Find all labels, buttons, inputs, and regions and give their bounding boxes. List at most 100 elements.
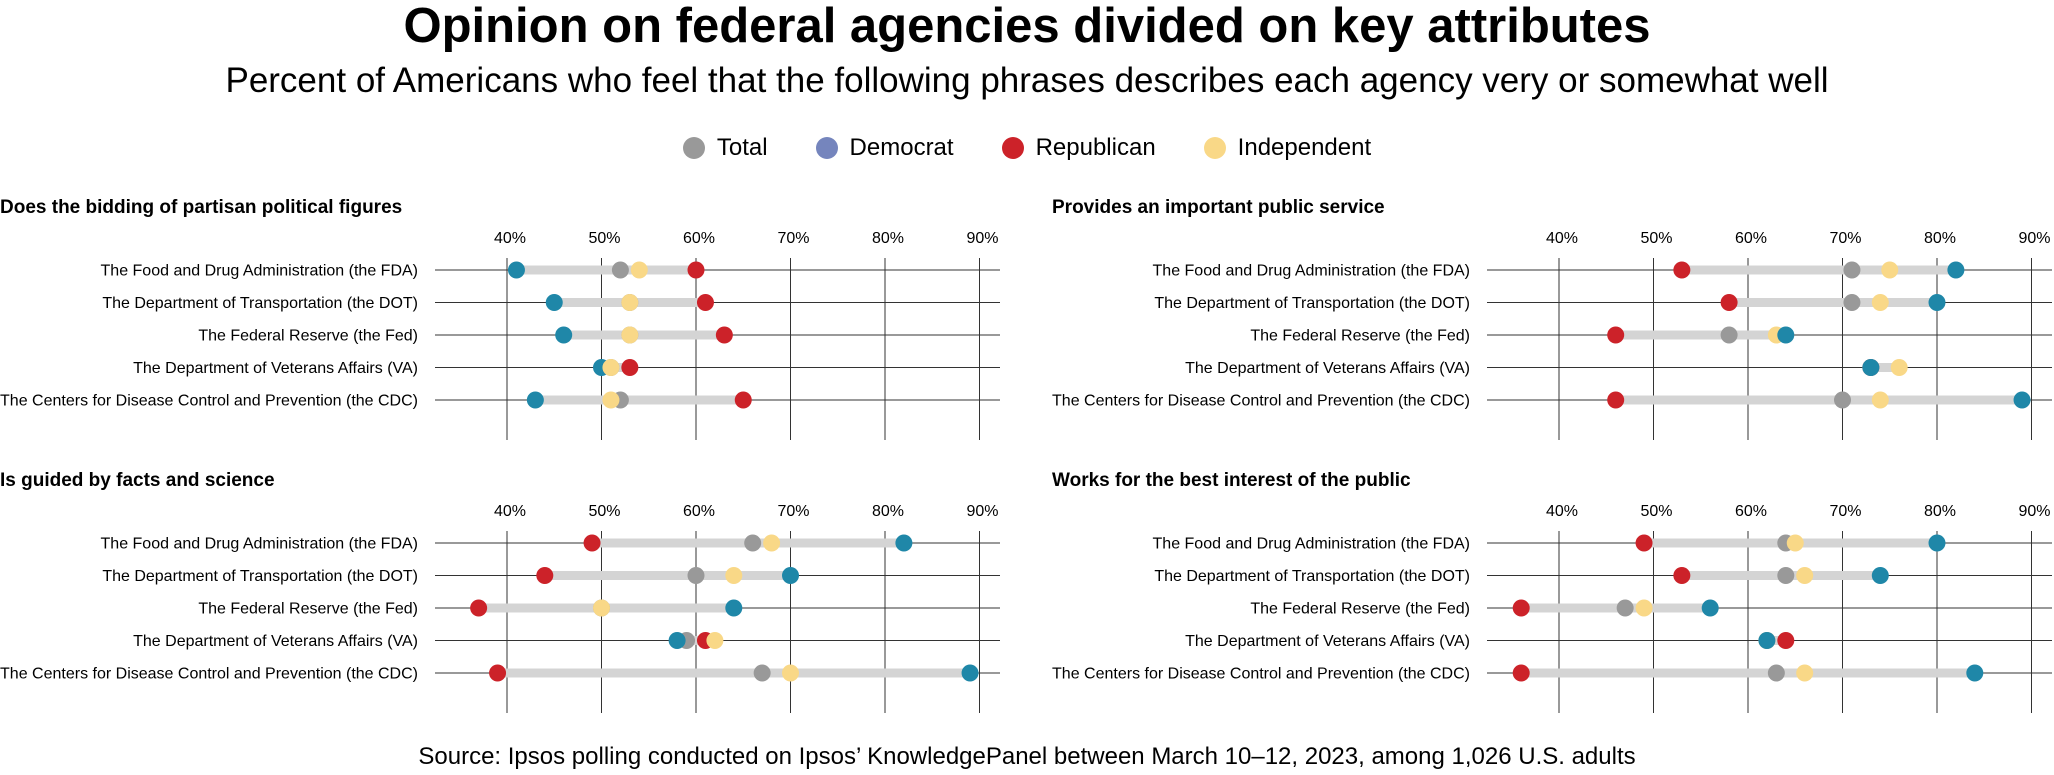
dot-independent xyxy=(621,326,639,344)
row-label: The Department of Veterans Affairs (VA) xyxy=(1185,633,1470,650)
tick-label: 60% xyxy=(1735,503,1767,520)
dot-democrat xyxy=(668,632,686,649)
dot-independent xyxy=(1796,664,1814,682)
dot-total xyxy=(687,567,705,584)
tick-label: 70% xyxy=(777,503,809,520)
row-label: The Food and Drug Administration (the FD… xyxy=(101,263,418,280)
row-label: The Federal Reserve (the Fed) xyxy=(1250,328,1470,345)
row-label: The Federal Reserve (the Fed) xyxy=(198,601,418,618)
legend-item-total: Total xyxy=(682,132,768,164)
dot-independent xyxy=(1796,567,1814,584)
panel-title: Provides an important public service xyxy=(1052,197,1385,218)
dot-independent xyxy=(1786,534,1804,552)
legend-swatch-independent xyxy=(1203,137,1226,159)
dot-democrat xyxy=(526,391,544,409)
dot-republican xyxy=(1635,534,1653,552)
dot-republican xyxy=(1673,567,1691,584)
tick-label: 70% xyxy=(1829,230,1861,247)
tick-label: 90% xyxy=(2018,230,2050,247)
tick-label: 40% xyxy=(494,503,526,520)
dot-total xyxy=(753,664,771,682)
source-note: Source: Ipsos polling conducted on Ipsos… xyxy=(418,743,1636,770)
chart-subtitle: Percent of Americans who feel that the f… xyxy=(225,61,1829,100)
panel-2: Provides an important public service 40% 5… xyxy=(1052,197,2052,440)
row-label: The Food and Drug Administration (the FD… xyxy=(101,536,418,553)
dot-total xyxy=(1843,261,1861,279)
dot-democrat xyxy=(1758,632,1776,649)
dot-independent xyxy=(1635,599,1653,617)
dot-democrat xyxy=(1966,664,1984,682)
dot-democrat xyxy=(555,326,573,344)
dot-republican xyxy=(621,359,639,376)
dot-independent xyxy=(782,664,799,682)
tick-label: 70% xyxy=(777,230,809,247)
dot-total xyxy=(1720,326,1738,344)
tick-label: 40% xyxy=(494,230,526,247)
tick-label: 40% xyxy=(1546,503,1578,520)
row-label: The Centers for Disease Control and Prev… xyxy=(0,666,418,683)
dot-republican xyxy=(1777,632,1795,649)
dot-republican xyxy=(696,294,714,311)
dot-independent xyxy=(706,632,724,649)
legend-item-republican: Republican xyxy=(1001,132,1156,164)
dot-total xyxy=(1777,567,1795,584)
dot-total xyxy=(1834,391,1851,409)
legend-label-democrat: Democrat xyxy=(849,134,954,161)
dot-republican xyxy=(715,326,733,344)
dot-democrat xyxy=(1777,326,1795,344)
tick-label: 90% xyxy=(2018,503,2050,520)
dot-republican xyxy=(687,261,705,279)
panel-title: Does the bidding of partisan political f… xyxy=(0,197,402,218)
tick-label: 80% xyxy=(872,503,904,520)
dot-independent xyxy=(1871,294,1889,311)
row-label: The Department of Veterans Affairs (VA) xyxy=(133,360,418,377)
dot-total xyxy=(1767,664,1785,682)
panel-1: Does the bidding of partisan political f… xyxy=(0,197,1000,440)
dot-democrat xyxy=(725,599,743,617)
dot-independent xyxy=(725,567,743,584)
row-label: The Food and Drug Administration (the FD… xyxy=(1153,536,1470,553)
row-label: The Department of Transportation (the DO… xyxy=(1154,295,1470,312)
dot-independent xyxy=(1871,391,1889,409)
dot-democrat xyxy=(2013,391,2031,409)
dot-republican xyxy=(489,664,507,682)
tick-label: 60% xyxy=(1735,230,1767,247)
dot-independent xyxy=(630,261,648,279)
row-label: The Centers for Disease Control and Prev… xyxy=(0,393,418,410)
row-label: The Federal Reserve (the Fed) xyxy=(1250,601,1470,618)
dot-republican xyxy=(734,391,752,409)
legend-label-total: Total xyxy=(716,134,768,161)
legend-swatch-total xyxy=(682,137,705,159)
row-label: The Department of Transportation (the DO… xyxy=(1154,568,1470,585)
chart-title: Opinion on federal agencies divided on k… xyxy=(403,0,1651,53)
panel-4: Works for the best interest of the publi… xyxy=(1052,470,2052,713)
dot-independent xyxy=(602,359,620,376)
tick-label: 50% xyxy=(1640,503,1672,520)
tick-label: 80% xyxy=(1924,230,1956,247)
dot-democrat xyxy=(1928,534,1946,552)
dot-independent xyxy=(593,599,610,617)
dot-independent xyxy=(1890,359,1908,376)
dot-democrat xyxy=(1701,599,1719,617)
legend-item-independent: Independent xyxy=(1203,132,1372,164)
tick-label: 90% xyxy=(966,503,998,520)
dot-independent xyxy=(763,534,781,552)
legend-item-democrat: Democrat xyxy=(815,132,954,164)
tick-label: 50% xyxy=(588,230,620,247)
row-label: The Department of Transportation (the DO… xyxy=(102,568,418,585)
tick-label: 40% xyxy=(1546,230,1578,247)
tick-label: 60% xyxy=(683,503,715,520)
dot-republican xyxy=(470,599,488,617)
legend-label-republican: Republican xyxy=(1035,134,1156,161)
dot-democrat xyxy=(1862,359,1880,376)
legend-label-independent: Independent xyxy=(1237,134,1372,161)
dot-democrat xyxy=(1871,567,1889,584)
row-label: The Department of Transportation (the DO… xyxy=(102,295,418,312)
dot-independent xyxy=(602,391,620,409)
tick-label: 70% xyxy=(1829,503,1861,520)
tick-label: 80% xyxy=(1924,503,1956,520)
panel-title: Is guided by facts and science xyxy=(0,470,275,491)
dot-democrat xyxy=(1928,294,1946,311)
row-label: The Centers for Disease Control and Prev… xyxy=(1052,393,1470,410)
